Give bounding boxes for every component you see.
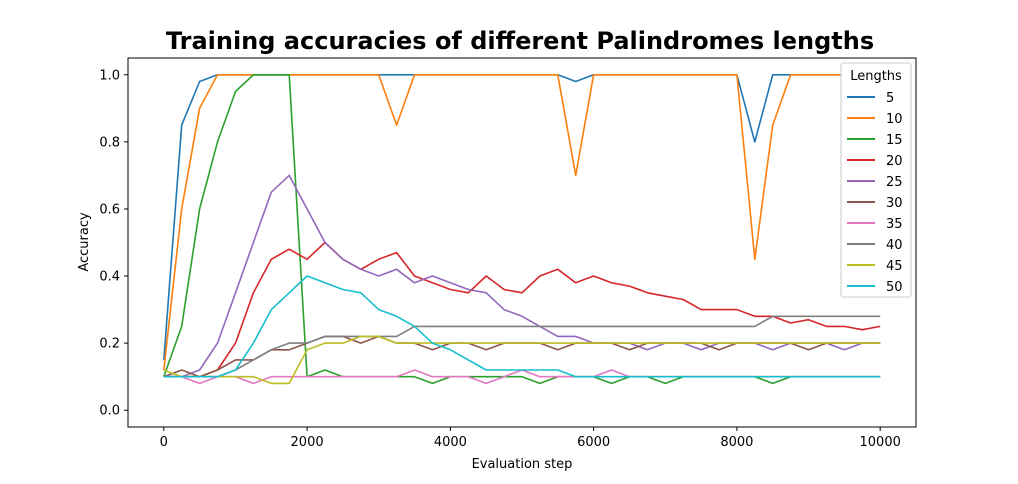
series-line-50 (163, 275, 881, 378)
plot-frame (127, 57, 917, 428)
x-tick-label: 8000 (720, 435, 753, 450)
x-tick-label: 6000 (577, 435, 610, 450)
x-axis-label: Evaluation step (472, 457, 573, 472)
series-line-15 (163, 74, 881, 385)
x-tick-label: 10000 (860, 435, 901, 450)
y-tick-label: 1.0 (99, 68, 120, 83)
y-tick-label: 0.0 (99, 404, 120, 419)
legend-title: Lengths (850, 69, 902, 84)
series-line-25 (163, 174, 881, 378)
y-tick-label: 0.2 (99, 337, 120, 352)
legend-items: 5 10 15 20 25 30 35 40 45 50 (847, 91, 903, 295)
series-line-40 (163, 315, 881, 378)
x-tick-label: 2000 (291, 435, 324, 450)
legend-box (840, 62, 912, 298)
series-line-45 (163, 335, 881, 385)
legend-label-15: 15 (886, 133, 903, 148)
legend-label-40: 40 (886, 238, 903, 253)
x-tick-label: 0 (160, 435, 168, 450)
plot-area (127, 57, 917, 428)
y-axis: 0.0 0.2 0.4 0.6 0.8 1.0 (99, 68, 128, 419)
series-layer (163, 74, 881, 385)
chart-title: Training accuracies of different Palindr… (166, 27, 874, 55)
legend-label-50: 50 (886, 280, 903, 295)
legend-label-20: 20 (886, 154, 903, 169)
y-tick-label: 0.4 (99, 270, 120, 285)
legend: Lengths 5 10 15 20 25 30 35 40 45 50 (840, 62, 912, 298)
legend-label-5: 5 (886, 91, 894, 106)
x-tick-label: 4000 (434, 435, 467, 450)
legend-label-30: 30 (886, 196, 903, 211)
legend-label-45: 45 (886, 259, 903, 274)
x-axis: 0 2000 4000 6000 8000 10000 (160, 427, 901, 450)
y-tick-label: 0.8 (99, 135, 120, 150)
legend-label-25: 25 (886, 175, 903, 190)
y-axis-label: Accuracy (77, 212, 92, 272)
y-tick-label: 0.6 (99, 202, 120, 217)
legend-label-35: 35 (886, 217, 903, 232)
series-line-20 (163, 241, 881, 378)
legend-label-10: 10 (886, 112, 903, 127)
